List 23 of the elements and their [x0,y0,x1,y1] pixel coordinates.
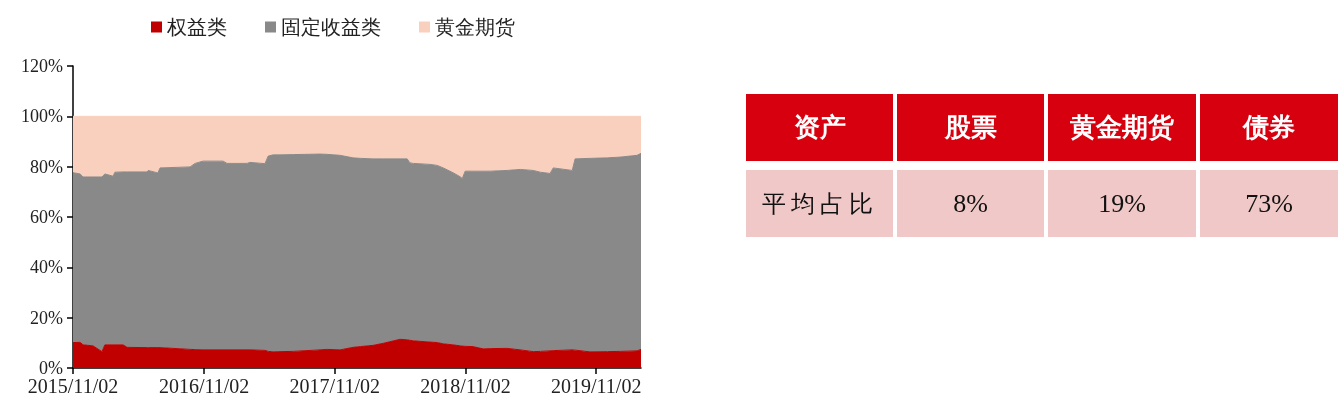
y-tick-label: 60% [30,207,63,227]
y-tick-label: 80% [30,156,63,177]
y-tick-label: 100% [21,106,63,127]
x-tick-label: 2018/11/02 [420,375,511,397]
x-tick-label: 2019/11/02 [551,375,642,397]
text: 19% [1098,188,1146,218]
text: 资产 [746,94,893,161]
x-tick-label: 2016/11/02 [158,375,250,397]
x-tick-label: 2017/11/02 [289,375,380,397]
category-label: 股票 [897,94,1044,161]
legend-label: 黄金期货 [435,16,515,38]
legend-label: 固定收益类 [281,16,381,38]
text: 平均占比 [746,170,893,237]
x-tick-label: 2015/11/02 [27,375,119,397]
category-label: 黄金期货 [1048,94,1196,161]
y-tick-label: 120% [21,56,63,76]
text: 73% [1245,188,1293,218]
category-label: 债券 [1200,94,1338,161]
y-tick-label: 20% [30,307,63,328]
y-tick-label: 0% [39,358,63,378]
y-tick-label: 40% [30,257,63,278]
text: 8% [953,188,988,218]
legend-label: 权益类 [166,16,227,38]
